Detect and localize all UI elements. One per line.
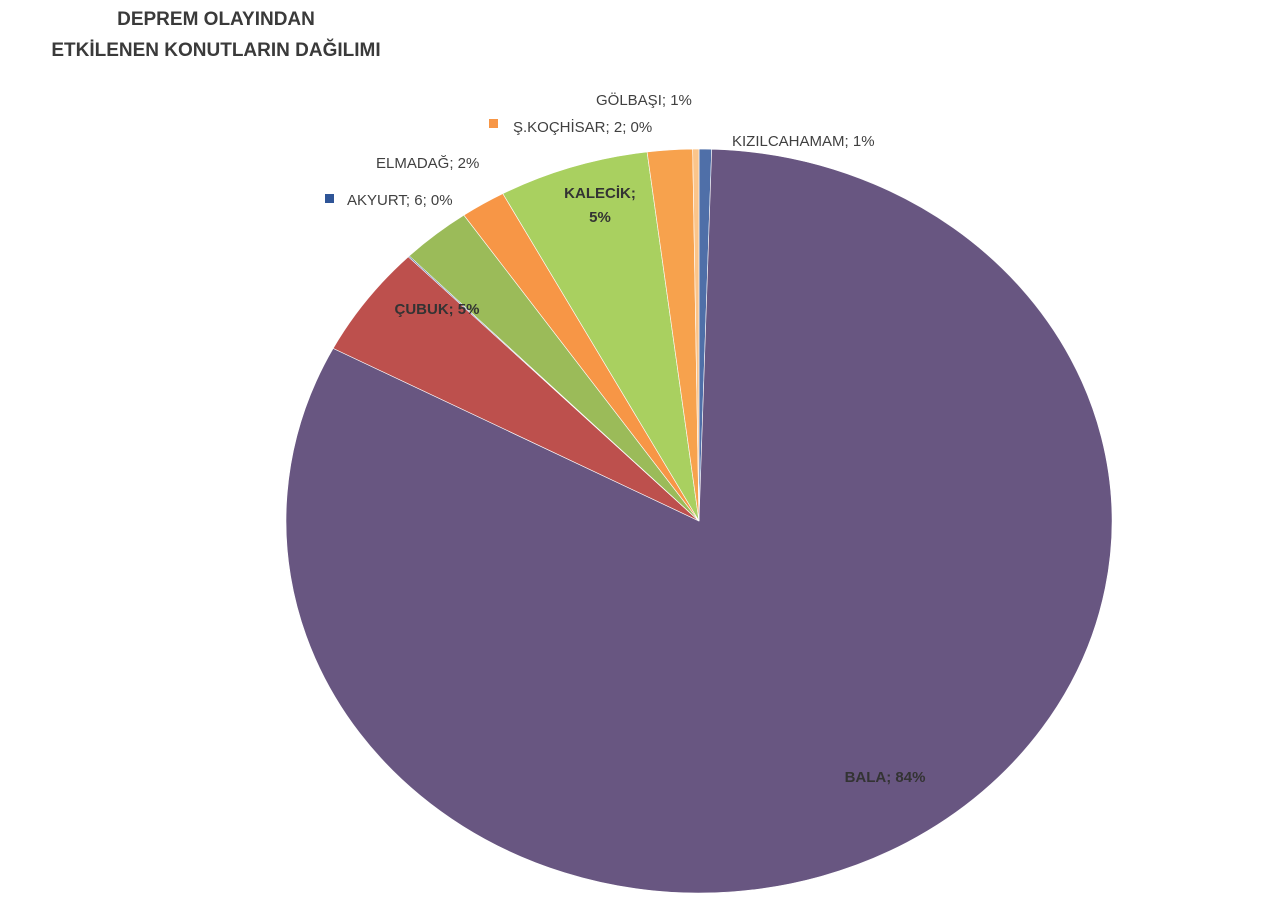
chart-title-line-1: DEPREM OLAYINDAN: [117, 9, 315, 30]
slice-label-kalecik: KALECİK; 5%: [564, 185, 636, 226]
slice-label-akyurt: AKYURT; 6; 0%: [347, 192, 453, 209]
slice-label-kizilcahamam: KIZILCAHAMAM; 1%: [732, 133, 875, 150]
chart-title: DEPREM OLAYINDAN ETKİLENEN KONUTLARIN DA…: [6, 4, 426, 66]
pie-labels: KIZILCAHAMAM; 1% BALA; 84% ÇUBUK; 5% AKYURT…: [325, 91, 925, 786]
slice-label-golbasi: GÖLBAŞI; 1%: [596, 91, 692, 109]
pie-slice-golbasi-edge: [692, 148, 700, 522]
slice-label-elmadag: ELMADAĞ; 2%: [376, 155, 479, 172]
pie-slices: [285, 148, 1113, 894]
chart-title-line-2: ETKİLENEN KONUTLARIN DAĞILIMI: [51, 40, 381, 61]
slice-label-cubuk: ÇUBUK; 5%: [394, 301, 479, 318]
pie-slice-kalecik: [502, 151, 700, 522]
slice-label-s-kochisar: Ş.KOÇHİSAR; 2; 0%: [513, 118, 652, 136]
legend-marker-akyurt: [325, 194, 334, 203]
slice-label-bala: BALA; 84%: [845, 769, 926, 786]
legend-marker-s-kochisar: [489, 119, 498, 128]
